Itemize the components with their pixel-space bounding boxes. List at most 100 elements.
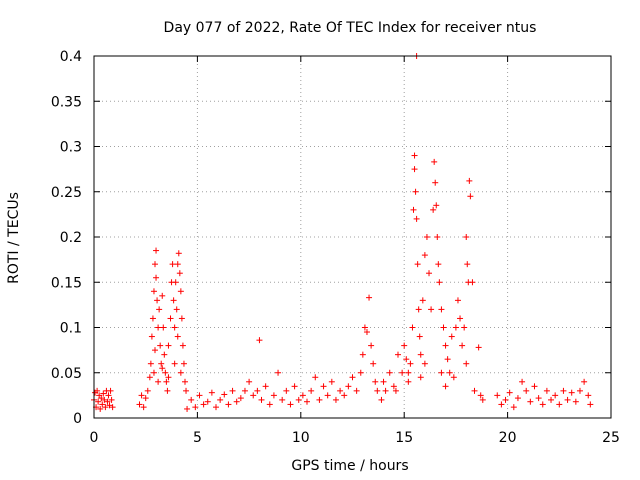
data-point [560, 387, 567, 394]
data-point [184, 405, 191, 412]
data-point [316, 396, 323, 403]
data-point [444, 356, 451, 363]
data-point [414, 261, 421, 268]
data-point [147, 360, 154, 367]
data-point [370, 360, 377, 367]
data-point [167, 315, 174, 322]
data-point [419, 297, 426, 304]
data-point [587, 401, 594, 408]
data-point [149, 315, 156, 322]
data-point [169, 261, 176, 268]
data-points [91, 53, 594, 412]
data-point [299, 392, 306, 399]
data-point [479, 396, 486, 403]
data-point [94, 387, 101, 394]
data-point [164, 387, 171, 394]
data-point [452, 324, 459, 331]
data-point [407, 360, 414, 367]
data-point [341, 392, 348, 399]
data-point [287, 401, 294, 408]
data-point [101, 396, 108, 403]
data-point [502, 396, 509, 403]
data-point [152, 347, 159, 354]
data-point [548, 396, 555, 403]
data-point [312, 374, 319, 381]
data-point [159, 292, 166, 299]
data-point [178, 315, 185, 322]
data-point [165, 374, 172, 381]
data-point [155, 378, 162, 385]
data-point [345, 383, 352, 390]
data-point [332, 396, 339, 403]
data-point [494, 392, 501, 399]
data-point [412, 188, 419, 195]
data-point [152, 261, 159, 268]
data-point [411, 166, 418, 173]
data-point [171, 360, 178, 367]
data-point [440, 324, 447, 331]
data-point [160, 324, 167, 331]
data-point [357, 369, 364, 376]
data-point [174, 261, 181, 268]
data-point [416, 333, 423, 340]
data-point [457, 315, 464, 322]
data-point [438, 369, 445, 376]
data-point [295, 396, 302, 403]
data-point [423, 234, 430, 240]
data-point [98, 395, 105, 402]
data-point [154, 297, 161, 304]
data-point [241, 387, 248, 394]
data-point [204, 398, 211, 405]
data-point [157, 342, 164, 349]
data-point [159, 365, 166, 372]
data-point [409, 324, 416, 331]
data-point [411, 152, 418, 159]
data-point [175, 250, 182, 257]
data-point [510, 404, 517, 411]
data-point [459, 342, 466, 349]
data-point [428, 306, 435, 313]
data-point [390, 383, 397, 390]
data-point [172, 279, 179, 286]
data-point [535, 395, 542, 402]
data-point [148, 333, 155, 340]
data-point [275, 369, 282, 376]
data-point [421, 252, 428, 259]
data-point [463, 234, 470, 240]
data-point [270, 392, 277, 399]
data-point [258, 396, 265, 403]
data-point [585, 392, 592, 399]
data-point [225, 401, 232, 408]
data-point [572, 398, 579, 405]
data-point [213, 404, 220, 411]
data-point [256, 337, 263, 344]
data-point [461, 324, 468, 331]
data-point [254, 387, 261, 394]
data-point [192, 404, 199, 411]
chart-title: Day 077 of 2022, Rate Of TEC Index for r… [164, 20, 537, 36]
y-tick-label: 0 [73, 411, 82, 427]
data-point [426, 270, 433, 277]
data-point [539, 401, 546, 408]
data-point [432, 179, 439, 186]
data-point [208, 389, 215, 396]
data-point [106, 402, 113, 409]
data-point [527, 398, 534, 405]
data-point [229, 387, 236, 394]
data-point [237, 395, 244, 402]
data-point [454, 297, 461, 304]
data-point [162, 369, 169, 376]
data-point [475, 344, 482, 351]
data-point [446, 369, 453, 376]
data-point [523, 387, 530, 394]
data-point [291, 383, 298, 390]
data-point [183, 387, 190, 394]
data-point [410, 206, 417, 213]
data-point [176, 270, 183, 277]
data-point [361, 324, 368, 331]
data-point [463, 360, 470, 367]
data-point [99, 401, 106, 408]
data-point [399, 369, 406, 376]
data-point [102, 404, 109, 411]
data-point [372, 378, 379, 385]
